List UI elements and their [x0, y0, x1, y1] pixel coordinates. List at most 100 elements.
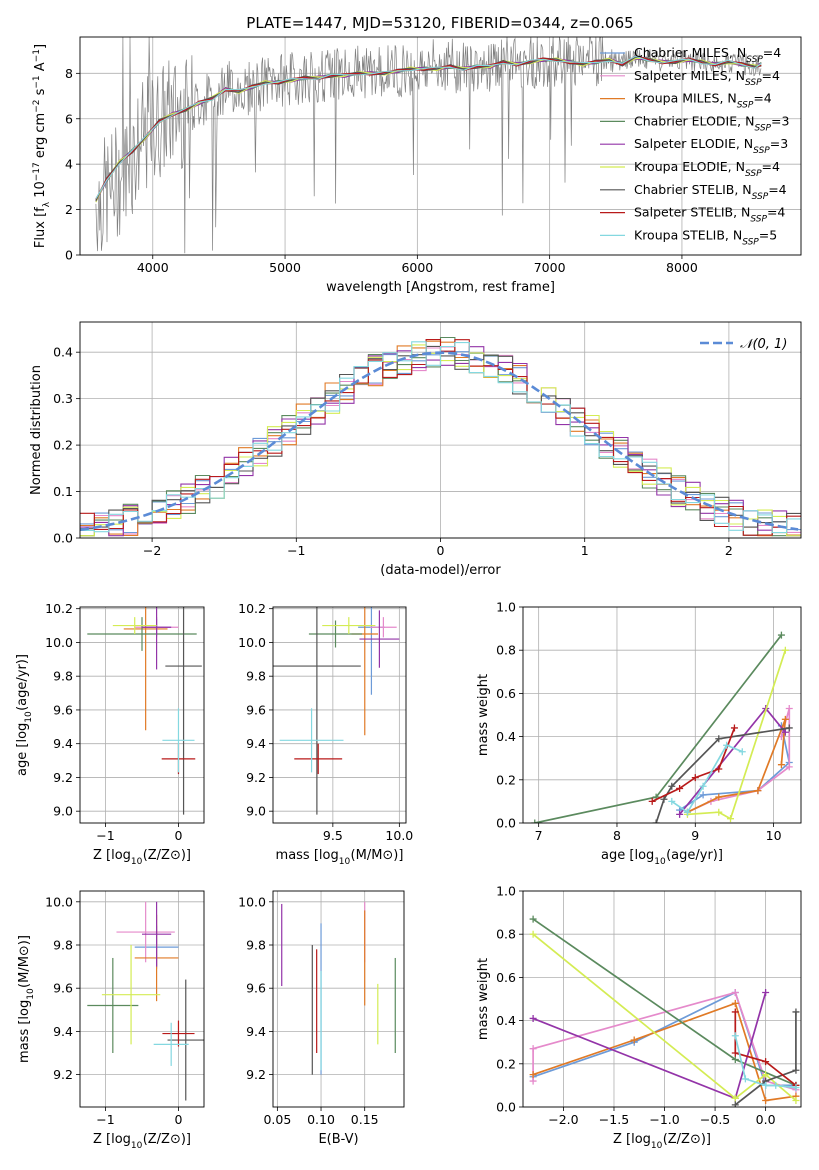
legend-entry: Kroupa MILES, NSSP=4: [634, 91, 772, 111]
spectrum-xtick-label: 7000: [534, 260, 566, 275]
weight-vs-z-marker: [772, 1081, 780, 1089]
weight-vs-z-marker: [630, 1036, 638, 1044]
spectrum-xtick-label: 4000: [137, 260, 169, 275]
spectrum-ytick-label: 0: [65, 248, 73, 263]
weight-vs-z-marker: [731, 1094, 739, 1102]
mass-vs-ebv-panel: 0.05 0.10 0.15 9.2 9.4 9.6 9.8 10.0 E(B-V): [238, 890, 405, 1147]
mass-vs-ebv-ytick-label: 9.4: [246, 1024, 266, 1039]
mass-vs-ebv-ytick-label: 9.2: [246, 1067, 266, 1082]
weight-vs-age-xlabel: age [log10 (age/yr)]: [601, 848, 723, 867]
weight-vs-z-ytick-label: 0.2: [496, 1056, 516, 1071]
spectrum-model-line: [95, 55, 762, 199]
weight-vs-age-xtick-label: 10: [766, 828, 782, 843]
spectrum-ytick-label: 4: [65, 157, 73, 172]
mass-vs-ebv-xtick-label: 0.05: [263, 1112, 291, 1127]
mass-vs-z-xtick-label: 0: [174, 1112, 182, 1127]
age-vs-mass-ytick-label: 10.0: [238, 635, 266, 650]
mass-vs-z-ytick-label: 10.0: [45, 894, 73, 909]
age-vs-mass-panel: 9.5 10.0 9.0 9.2 9.4 9.6 9.8 10.0 10.2 mass [log1…: [238, 601, 413, 867]
mass-vs-z-errorbar-point: [87, 957, 139, 1053]
spectrum-xlabel: wavelength [Angstrom, rest frame]: [326, 280, 555, 295]
weight-vs-age-ytick-label: 0.2: [496, 772, 516, 787]
mass-vs-ebv-plot-area: [281, 901, 396, 1075]
age-vs-mass-xlabel: mass [log10 (M/M⊙)]: [276, 848, 404, 867]
mass-vs-ebv-xtick-label: 0.10: [307, 1112, 335, 1127]
weight-vs-z-xtick-label: −0.5: [700, 1112, 730, 1127]
weight-vs-z-xtick-label: 0.0: [756, 1112, 776, 1127]
weight-vs-z-series-line: [532, 933, 797, 1102]
weight-vs-z-plot-area: [529, 915, 800, 1107]
age-vs-mass-ytick-label: 9.6: [246, 702, 266, 717]
weight-vs-age-marker: [715, 808, 723, 816]
weight-vs-z-marker: [529, 930, 537, 938]
weight-vs-age-marker: [727, 815, 735, 823]
residuals-xtick-label: 0: [437, 543, 445, 558]
weight-vs-age-marker: [723, 741, 731, 749]
mass-vs-z-xtick-label: −1: [96, 1112, 114, 1127]
weight-vs-age-marker: [781, 646, 789, 654]
weight-vs-z-marker: [731, 989, 739, 997]
weight-vs-age-ylabel: mass weight: [476, 674, 491, 756]
age-vs-z-ylabel: age [log10 (age/yr)]: [15, 654, 34, 776]
residual-histogram-step: [80, 341, 801, 534]
age-vs-z-errorbar-point: [142, 607, 172, 670]
residuals-xtick-label: 1: [581, 543, 589, 558]
weight-vs-age-panel: 7 8 9 10 0.0 0.2 0.4 0.6 0.8 1.0 age [log10 (age/y…: [476, 600, 802, 867]
spectrum-observed-data: [95, 37, 762, 254]
age-vs-mass-errorbar-point: [279, 708, 344, 773]
weight-vs-z-marker: [741, 1075, 749, 1083]
weight-vs-z-marker: [529, 1014, 537, 1022]
mass-vs-z-errorbar-point: [142, 901, 172, 967]
age-vs-mass-ytick-label: 9.0: [246, 804, 266, 819]
legend-entry: Chabrier ELODIE, NSSP=3: [634, 113, 789, 133]
mass-vs-z-errorbar-point: [167, 979, 204, 1101]
age-vs-mass-xtick-label: 9.5: [323, 828, 343, 843]
weight-vs-age-marker: [781, 728, 789, 736]
weight-vs-z-marker: [792, 1008, 800, 1016]
weight-vs-z-ylabel: mass weight: [476, 958, 491, 1040]
weight-vs-z-marker: [529, 1071, 537, 1079]
weight-vs-age-marker: [660, 795, 668, 803]
weight-vs-z-marker: [731, 1032, 739, 1040]
weight-vs-z-marker: [731, 1049, 739, 1057]
mass-vs-z-errorbar-point: [153, 1022, 189, 1066]
weight-vs-z-marker: [762, 989, 770, 997]
weight-vs-z-xtick-label: −2.0: [548, 1112, 578, 1127]
mass-vs-z-errorbar-point: [116, 901, 175, 963]
age-vs-z-xtick-label: −1: [96, 828, 114, 843]
normal-reference-curve: [80, 351, 799, 532]
age-vs-z-ytick-label: 10.2: [45, 601, 73, 616]
residuals-xtick-label: −2: [143, 543, 161, 558]
weight-vs-age-marker: [715, 735, 723, 743]
age-vs-mass-frame: [272, 606, 407, 824]
weight-vs-age-marker: [691, 774, 699, 782]
age-vs-mass-plot-area: [273, 607, 400, 815]
weight-vs-age-marker: [785, 705, 793, 713]
age-vs-mass-xtick-label: 10.0: [385, 828, 413, 843]
figure-title: PLATE=1447, MJD=53120, FIBERID=0344, z=0…: [246, 14, 633, 32]
legend-entry: Salpeter STELIB, NSSP=4: [634, 205, 785, 225]
spectrum-frame: [79, 36, 802, 256]
mass-vs-ebv-ytick-label: 9.6: [246, 981, 266, 996]
age-vs-z-ytick-label: 9.6: [53, 702, 73, 717]
age-vs-z-errorbar-point: [162, 708, 195, 773]
weight-vs-age-marker: [715, 793, 723, 801]
mass-vs-z-frame: [79, 890, 205, 1108]
spectrum-plot-area: [95, 37, 762, 254]
mass-vs-z-ylabel: mass [log10 (M/M⊙)]: [17, 935, 36, 1063]
legend-entry: Chabrier STELIB, NSSP=4: [634, 182, 787, 202]
weight-vs-age-marker: [738, 748, 746, 756]
weight-vs-age-marker: [699, 791, 707, 799]
weight-vs-age-marker: [777, 631, 785, 639]
weight-vs-age-marker: [777, 761, 785, 769]
weight-vs-age-marker: [785, 763, 793, 771]
residual-histogram-step: [80, 339, 801, 536]
mass-vs-ebv-ytick-label: 10.0: [238, 894, 266, 909]
age-vs-mass-errorbar-point: [294, 743, 343, 775]
mass-vs-ebv-xtick-label: 0.15: [351, 1112, 379, 1127]
weight-vs-z-series-line: [734, 1012, 797, 1106]
age-vs-z-ytick-label: 9.4: [53, 736, 73, 751]
